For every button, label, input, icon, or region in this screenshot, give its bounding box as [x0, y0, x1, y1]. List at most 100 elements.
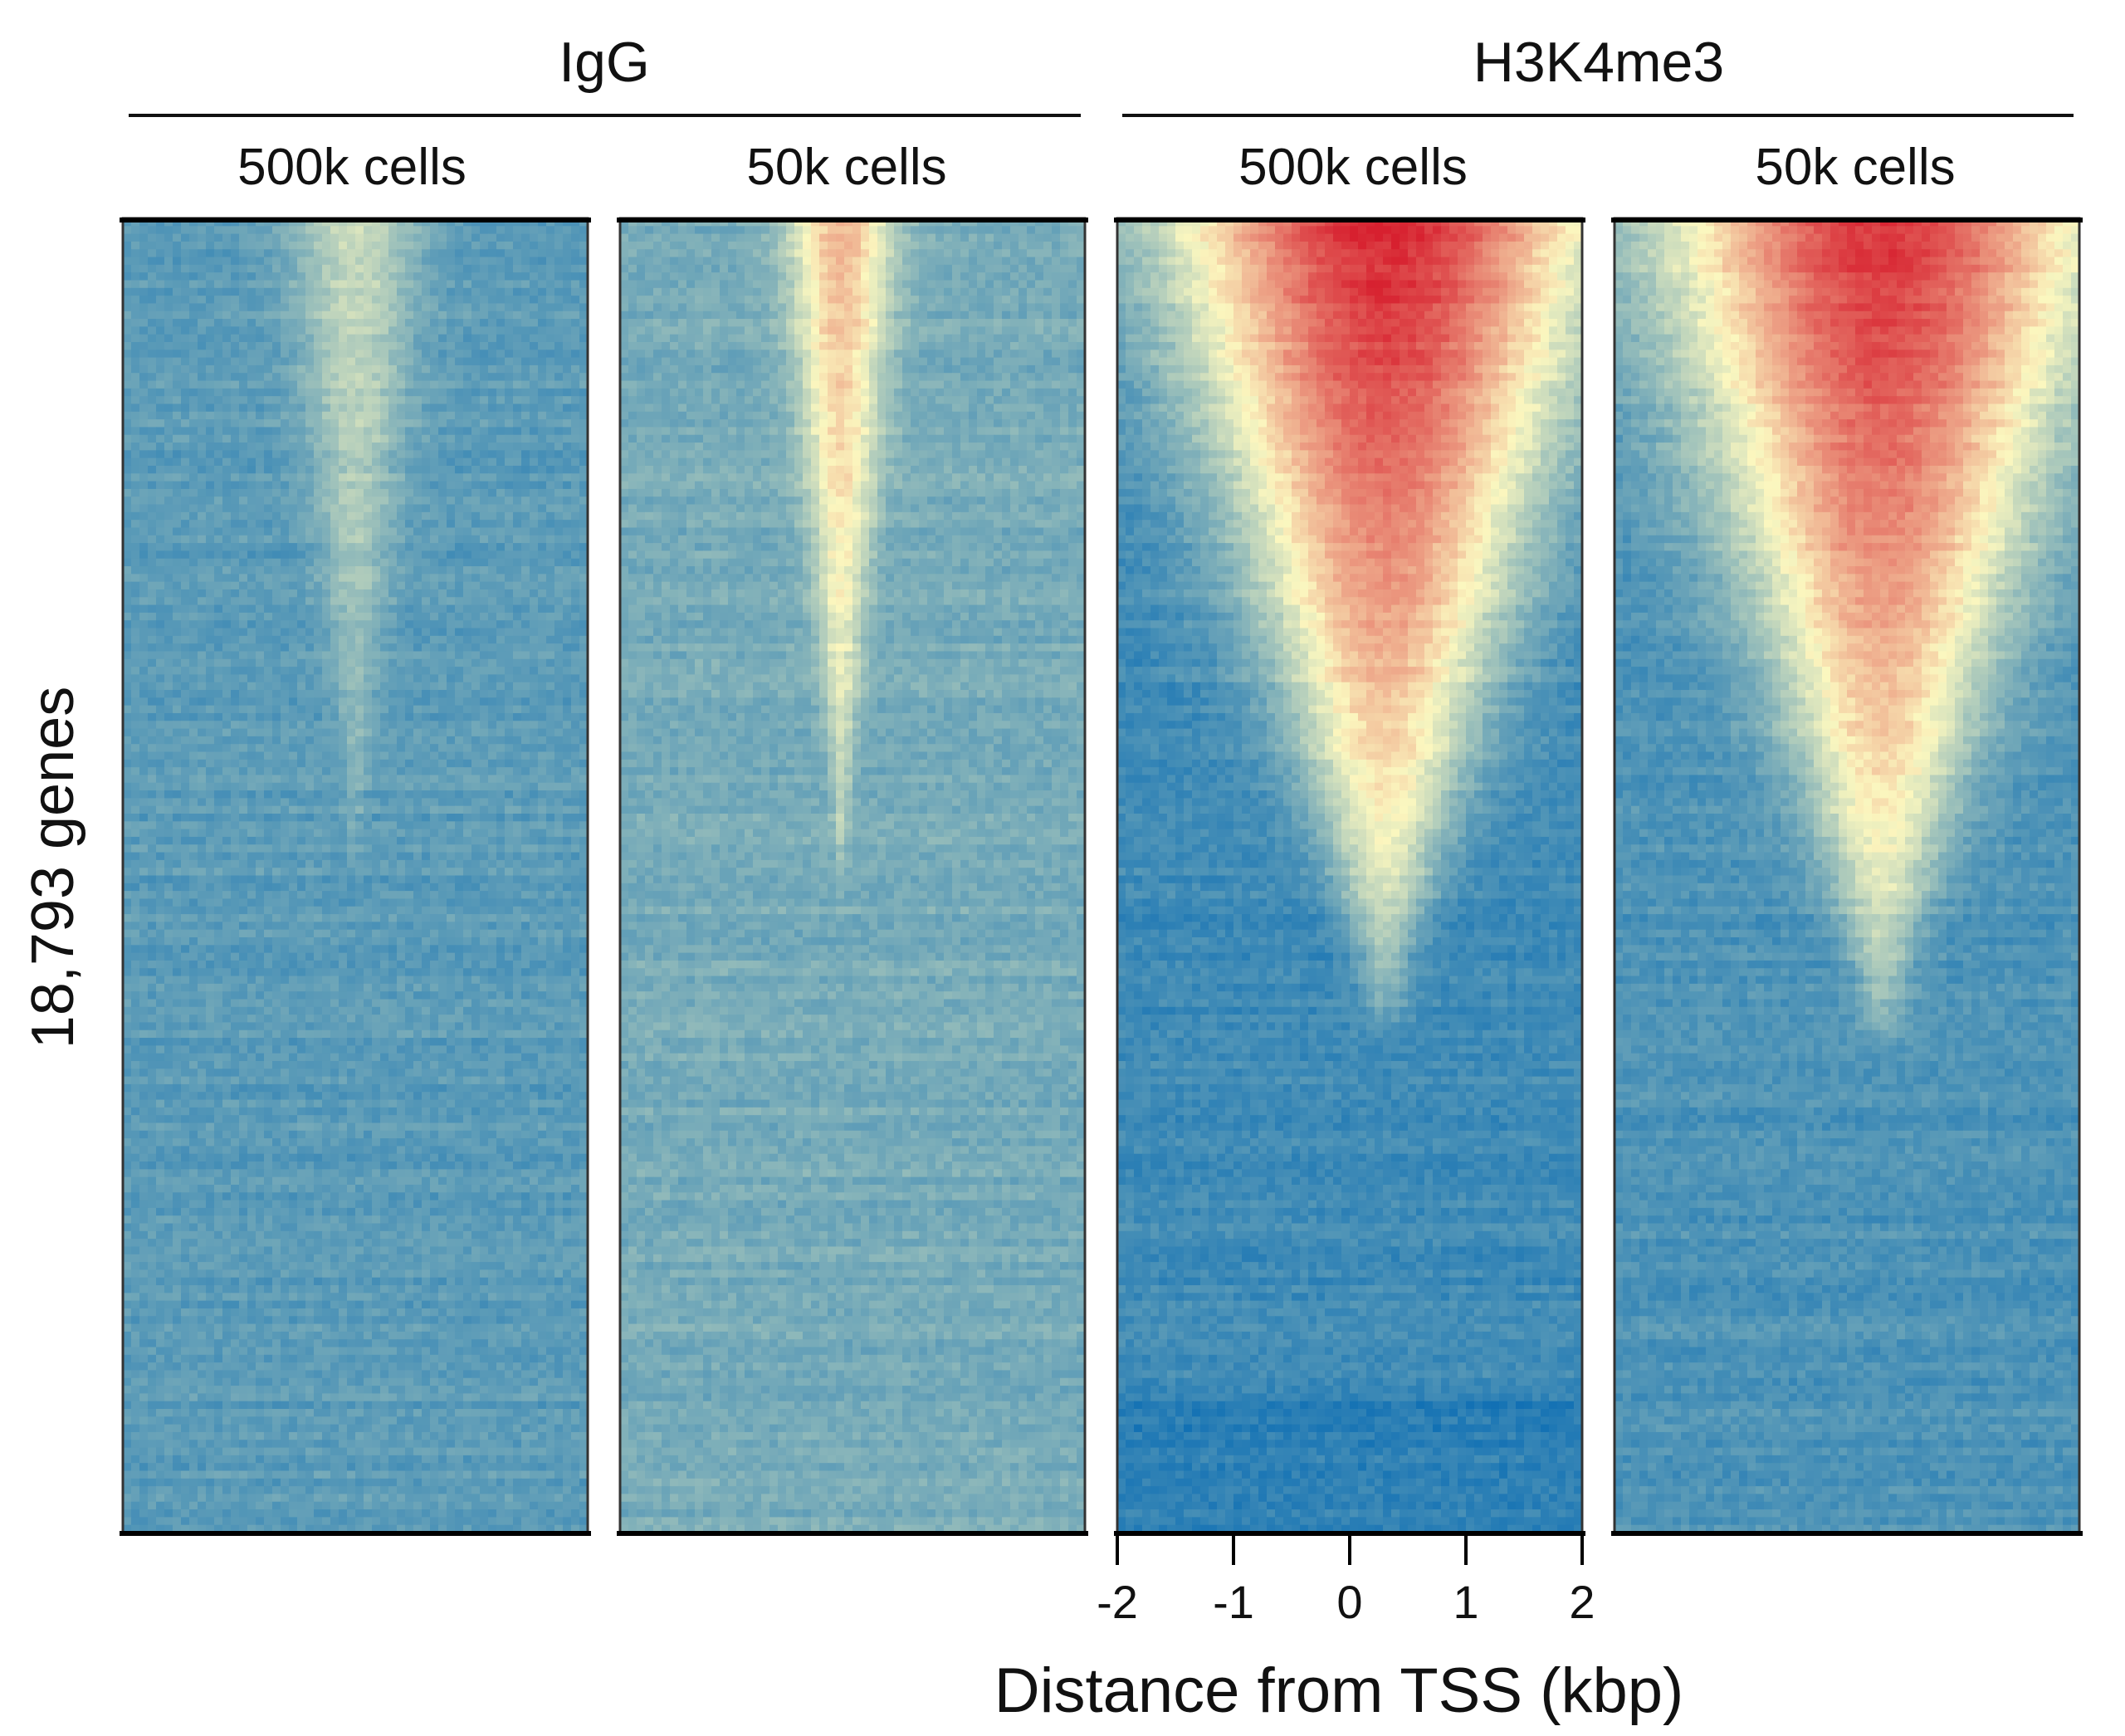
- heatmap-cell: [496, 233, 506, 242]
- heatmap-cell: [388, 829, 398, 838]
- heatmap-cell: [438, 767, 447, 776]
- heatmap-cell: [214, 434, 223, 443]
- heatmap-cell: [438, 427, 447, 436]
- heatmap-cell: [430, 581, 439, 590]
- heatmap-cell: [297, 690, 306, 698]
- heatmap-cell: [513, 643, 522, 653]
- heatmap-cell: [289, 264, 298, 273]
- heatmap-cell: [305, 296, 315, 305]
- heatmap-cell: [347, 450, 356, 459]
- heatmap-cell: [513, 341, 522, 350]
- heatmap-cell: [530, 341, 539, 350]
- heatmap-cell: [164, 805, 173, 814]
- heatmap-cell: [264, 319, 273, 327]
- heatmap-cell: [480, 319, 489, 327]
- heatmap-cell: [123, 736, 132, 745]
- heatmap-cell: [322, 744, 331, 753]
- heatmap-cell: [471, 504, 481, 513]
- heatmap-cell: [239, 396, 248, 405]
- heatmap-cell: [538, 504, 547, 513]
- heatmap-cell: [339, 667, 348, 675]
- heatmap-cell: [206, 821, 215, 830]
- heatmap-cell: [297, 543, 306, 551]
- heatmap-cell: [256, 326, 265, 335]
- heatmap-cell: [214, 233, 223, 242]
- heatmap-cell: [364, 364, 373, 374]
- heatmap-cell: [214, 759, 223, 768]
- heatmap-cell: [447, 296, 456, 305]
- heatmap-cell: [430, 574, 439, 583]
- heatmap-cell: [347, 805, 356, 814]
- heatmap-cell: [471, 620, 481, 629]
- heatmap-cell: [289, 798, 298, 807]
- heatmap-cell: [447, 450, 456, 459]
- heatmap-cell: [281, 334, 290, 343]
- heatmap-cell: [447, 597, 456, 606]
- heatmap-cell: [480, 604, 489, 614]
- heatmap-cell: [214, 488, 223, 497]
- heatmap-cell: [388, 543, 398, 551]
- heatmap-cell: [571, 635, 580, 644]
- heatmap-cell: [380, 712, 389, 721]
- heatmap-cell: [563, 728, 572, 737]
- heatmap-cell: [264, 535, 273, 544]
- heatmap-cell: [222, 357, 232, 366]
- heatmap-cell: [305, 782, 315, 791]
- heatmap-cell: [164, 280, 173, 289]
- heatmap-cell: [579, 357, 588, 366]
- heatmap-cell: [364, 350, 373, 359]
- heatmap-cell: [148, 411, 157, 420]
- heatmap-cell: [289, 782, 298, 791]
- heatmap-cell: [330, 721, 340, 730]
- heatmap-cell: [397, 427, 406, 436]
- heatmap-cell: [281, 311, 290, 320]
- heatmap-cell: [148, 574, 157, 583]
- heatmap-cell: [198, 350, 207, 359]
- heatmap-cell: [164, 357, 173, 366]
- heatmap-cell: [397, 373, 406, 382]
- heatmap-cell: [530, 257, 539, 266]
- heatmap-cell: [214, 496, 223, 506]
- heatmap-cell: [231, 403, 240, 413]
- heatmap-cell: [156, 465, 165, 474]
- heatmap-cell: [380, 287, 389, 296]
- heatmap-cell: [455, 241, 464, 250]
- heatmap-cell: [123, 396, 132, 405]
- heatmap-cell: [563, 233, 572, 242]
- heatmap-cell: [521, 434, 530, 443]
- heatmap-cell: [314, 836, 323, 845]
- heatmap-cell: [546, 434, 555, 443]
- heatmap-cell: [422, 558, 431, 567]
- heatmap-cell: [397, 790, 406, 799]
- heatmap-cell: [222, 364, 232, 374]
- heatmap-cell: [505, 751, 514, 760]
- heatmap-cell: [347, 697, 356, 707]
- heatmap-cell: [554, 303, 564, 312]
- heatmap-cell: [264, 511, 273, 521]
- heatmap-cell: [164, 264, 173, 273]
- heatmap-cell: [206, 249, 215, 258]
- heatmap-cell: [405, 898, 414, 907]
- heatmap-cell: [413, 257, 423, 266]
- heatmap-cell: [214, 891, 223, 900]
- heatmap-cell: [222, 373, 232, 382]
- heatmap-cell: [156, 751, 165, 760]
- heatmap-cell: [413, 434, 423, 443]
- heatmap-cell: [355, 527, 364, 536]
- heatmap-cell: [181, 875, 190, 884]
- heatmap-cell: [471, 859, 481, 868]
- heatmap-cell: [422, 836, 431, 845]
- heatmap-cell: [521, 481, 530, 490]
- heatmap-cell: [173, 868, 182, 877]
- heatmap-cell: [214, 334, 223, 343]
- heatmap-cell: [289, 751, 298, 760]
- heatmap-cell: [571, 388, 580, 397]
- heatmap-cell: [463, 697, 472, 707]
- heatmap-cell: [314, 443, 323, 451]
- heatmap-cell: [538, 658, 547, 668]
- heatmap-cell: [571, 303, 580, 312]
- heatmap-cell: [247, 558, 256, 567]
- heatmap-cell: [206, 814, 215, 822]
- heatmap-cell: [405, 249, 414, 258]
- heatmap-cell: [239, 674, 248, 683]
